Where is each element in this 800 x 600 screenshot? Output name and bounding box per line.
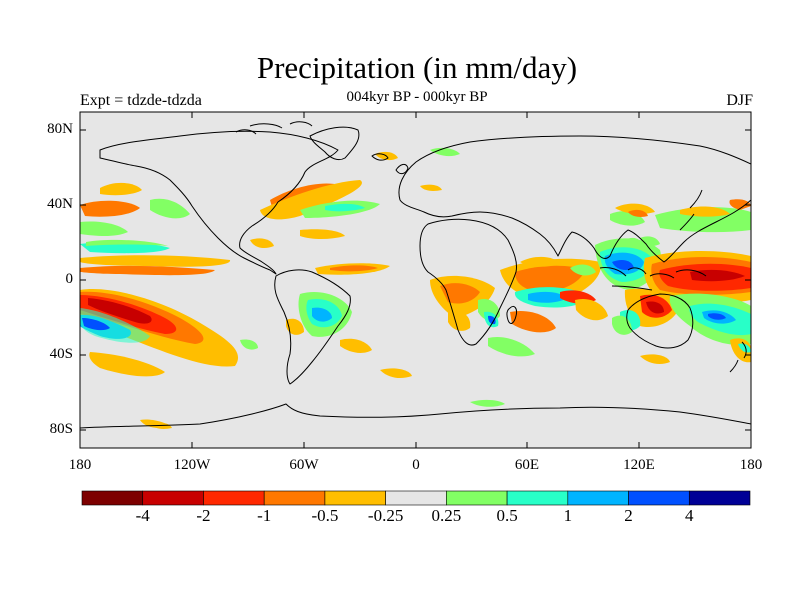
anomaly-region	[250, 238, 274, 248]
lon-tick-label: 60W	[289, 457, 319, 473]
colorbar-label: -1	[257, 506, 272, 525]
anomaly-region	[430, 147, 460, 157]
colorbar-label: -2	[196, 506, 211, 525]
coastline-british-isles	[395, 163, 409, 175]
lat-tick-label: 80N	[47, 121, 73, 137]
colorbar-swatch	[506, 490, 569, 506]
coastline-islands	[599, 267, 707, 291]
lat-tick-label: 0	[65, 271, 74, 287]
colorbar-label: -4	[135, 506, 150, 525]
anomaly-region	[520, 256, 560, 267]
colorbar-swatch	[446, 490, 508, 506]
colorbar-swatch	[567, 490, 629, 506]
anomaly-region	[680, 206, 730, 217]
colorbar-swatch	[628, 490, 690, 506]
anomaly-region	[738, 343, 751, 353]
colorbar-label: 1	[563, 506, 573, 525]
anomaly-region	[690, 269, 745, 282]
anomaly-region	[646, 301, 664, 314]
anomaly-region	[80, 255, 231, 267]
lon-tick-label: 60E	[514, 457, 540, 473]
anomaly-region	[515, 265, 585, 292]
anomaly-region	[150, 198, 190, 219]
lat-tick-label: 80S	[49, 421, 73, 437]
anomaly-region	[86, 239, 168, 246]
colorbar-swatch	[203, 490, 265, 506]
coastline-africa	[419, 218, 517, 346]
colorbar-label: 2	[624, 506, 633, 525]
anomaly-region	[89, 352, 165, 377]
anomaly-region	[575, 298, 608, 321]
coastline-japan	[679, 189, 703, 231]
anomaly-region	[628, 209, 648, 217]
anomaly-region	[80, 308, 150, 343]
anomaly-region	[612, 260, 634, 270]
anomaly-region	[82, 318, 110, 331]
colorbar-swatch	[324, 490, 386, 506]
period-label: 004kyr BP - 000kyr BP	[346, 89, 488, 105]
anomaly-region	[80, 265, 215, 276]
lat-tick-label: 40S	[49, 346, 73, 362]
coastline-antarctica	[80, 403, 751, 429]
coastline-iceland	[371, 153, 389, 161]
colorbar-label: 0.5	[496, 506, 518, 525]
anomaly-region	[440, 283, 480, 304]
colorbar-swatch	[688, 490, 751, 506]
lon-tick-label: 180	[68, 457, 92, 473]
anomaly-region	[260, 180, 362, 220]
lat-tick-label: 40N	[47, 196, 73, 212]
anomaly-region	[340, 338, 372, 353]
coastline-new-zealand	[729, 341, 747, 373]
lon-tick-label: 0	[412, 457, 420, 473]
coastline-greenland	[309, 126, 360, 161]
anomaly-region	[80, 221, 128, 236]
anomaly-region	[488, 315, 496, 325]
anomaly-region	[330, 265, 378, 272]
anomaly-region	[312, 307, 332, 322]
anomaly-region	[240, 339, 258, 350]
lon-tick-label: 120W	[173, 457, 211, 473]
anomaly-region	[80, 200, 140, 217]
colorbar-label: -0.5	[311, 506, 339, 525]
anomaly-region	[640, 354, 670, 364]
season-label: DJF	[726, 92, 753, 109]
coastline-madagascar	[506, 305, 517, 324]
colorbar-swatch	[142, 490, 204, 506]
coastline-arctic-islands	[235, 121, 313, 135]
coastline-south-america	[274, 269, 351, 385]
colorbar-swatch	[263, 490, 326, 506]
colorbar-label: 4	[685, 506, 694, 525]
colorbar-swatch	[385, 490, 447, 506]
anomaly-region	[625, 237, 642, 245]
coastlines	[80, 121, 751, 429]
lon-tick-label: 180	[739, 457, 763, 473]
map-title: Precipitation (in mm/day)	[256, 50, 578, 85]
anomaly-region	[420, 184, 442, 191]
anomaly-region	[88, 298, 152, 324]
anomaly-region	[380, 368, 412, 378]
anomaly-region	[488, 336, 535, 357]
anomaly-region	[100, 182, 142, 196]
anomaly-region	[510, 310, 556, 333]
anomaly-region	[470, 399, 505, 407]
coastline-eurasia	[398, 135, 751, 263]
anomaly-region	[615, 203, 655, 215]
experiment-label: Expt = tdzde-tdzda	[80, 92, 202, 109]
anomaly-region	[325, 203, 365, 212]
colorbar-label: -0.25	[367, 506, 404, 525]
anomaly-region	[570, 264, 596, 276]
lon-tick-label: 120E	[623, 457, 655, 473]
anomaly-region	[729, 199, 751, 210]
anomaly-region	[286, 318, 304, 335]
colorbar-label: 0.25	[431, 506, 462, 525]
anomaly-region	[528, 291, 568, 303]
colorbar-swatch	[81, 490, 144, 506]
anomaly-region	[300, 229, 345, 239]
colorbar	[81, 490, 751, 506]
coastline-north-america	[99, 130, 339, 275]
coastline-australia	[626, 293, 694, 349]
axis-ticks	[79, 112, 752, 448]
anomaly-region	[708, 313, 726, 320]
